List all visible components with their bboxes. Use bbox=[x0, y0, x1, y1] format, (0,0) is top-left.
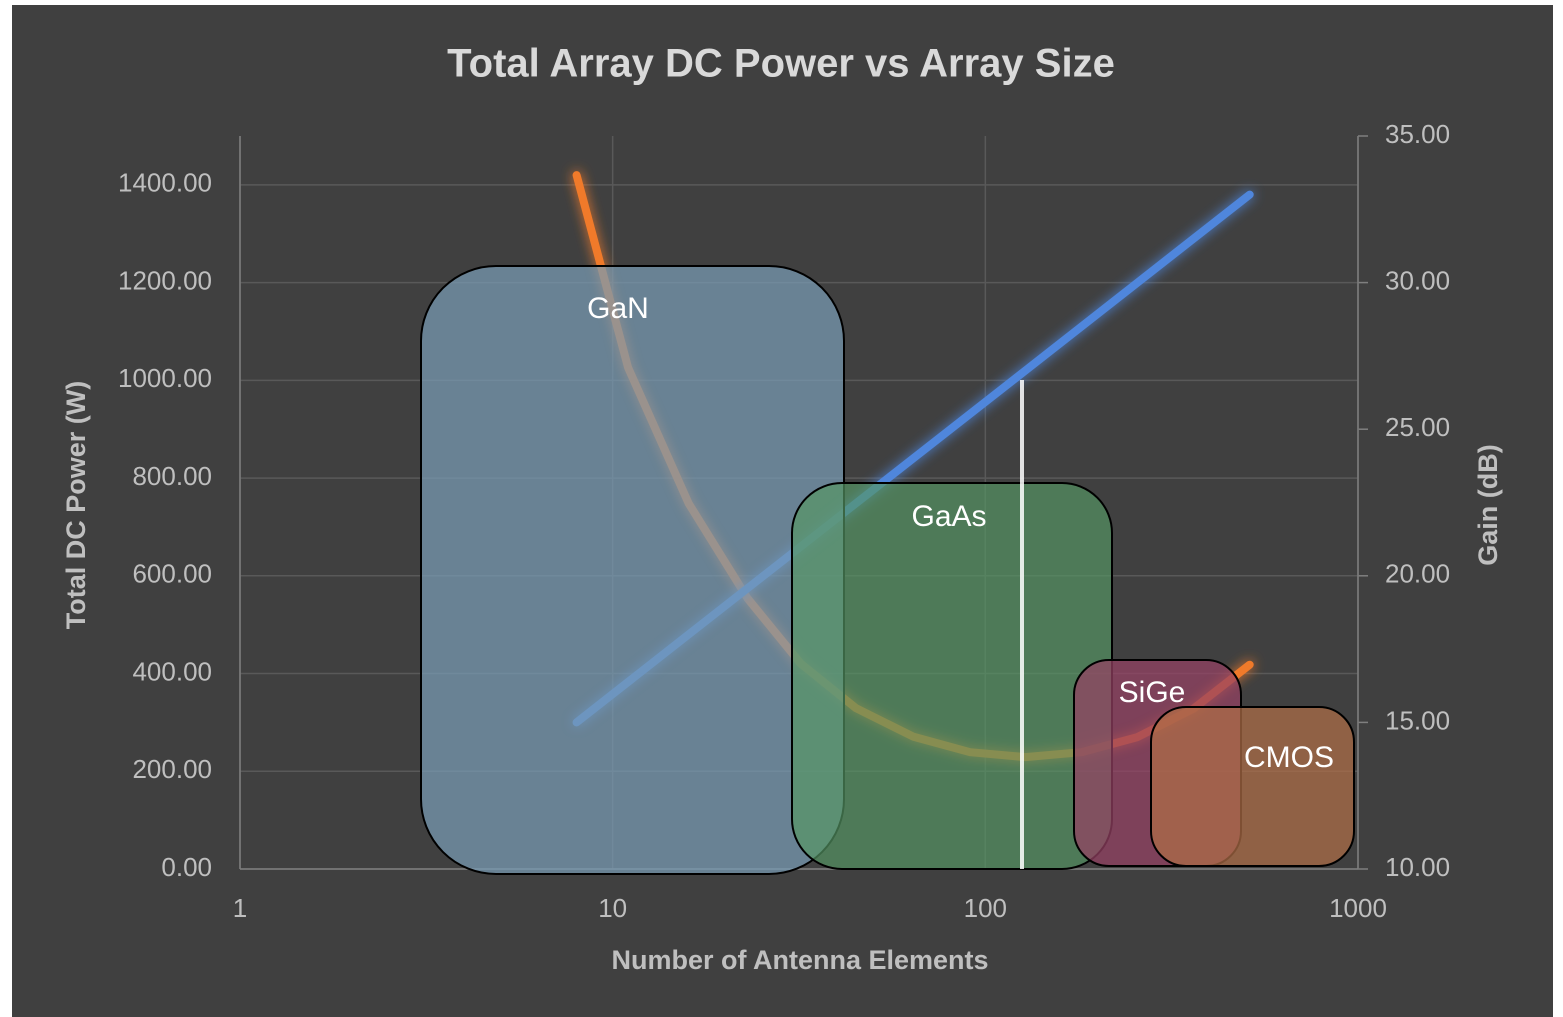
y2-tick-label: 10.00 bbox=[1385, 852, 1450, 882]
y2-tick-label: 20.00 bbox=[1385, 559, 1450, 589]
y-tick-label: 0.00 bbox=[161, 852, 212, 882]
y-tick-label: 1400.00 bbox=[118, 168, 212, 198]
y-tick-label: 200.00 bbox=[132, 754, 212, 784]
gan-region bbox=[420, 265, 845, 875]
x-tick-label: 10 bbox=[598, 893, 627, 923]
y-tick-label: 800.00 bbox=[132, 461, 212, 491]
x-tick-label: 1 bbox=[233, 893, 247, 923]
y2-axis-title: Gain (dB) bbox=[1473, 444, 1503, 566]
cmos-region bbox=[1150, 706, 1355, 867]
annotation: GaAs bbox=[911, 500, 986, 533]
annotation: CMOS bbox=[1244, 741, 1334, 774]
chart-title: Total Array DC Power vs Array Size bbox=[447, 42, 1115, 86]
annotation: GaN bbox=[587, 292, 649, 325]
technology-regions: GaN GaAs SiGe CMOS bbox=[420, 265, 1355, 875]
y2-tick-label: 35.00 bbox=[1385, 119, 1450, 149]
x-tick-label: 100 bbox=[964, 893, 1007, 923]
y-tick-label: 600.00 bbox=[132, 559, 212, 589]
x-tick-label: 1000 bbox=[1329, 893, 1387, 923]
gaas-region bbox=[791, 482, 1113, 870]
y2-tick-label: 15.00 bbox=[1385, 705, 1450, 735]
y-tick-label: 1000.00 bbox=[118, 363, 212, 393]
x-axis-title: Number of Antenna Elements bbox=[611, 945, 988, 975]
y-tick-label: 1200.00 bbox=[118, 265, 212, 295]
y2-tick-label: 25.00 bbox=[1385, 412, 1450, 442]
annotation: SiGe bbox=[1119, 676, 1186, 709]
y2-tick-label: 30.00 bbox=[1385, 265, 1450, 295]
y-axis-title: Total DC Power (W) bbox=[61, 381, 91, 629]
y-tick-label: 400.00 bbox=[132, 656, 212, 686]
